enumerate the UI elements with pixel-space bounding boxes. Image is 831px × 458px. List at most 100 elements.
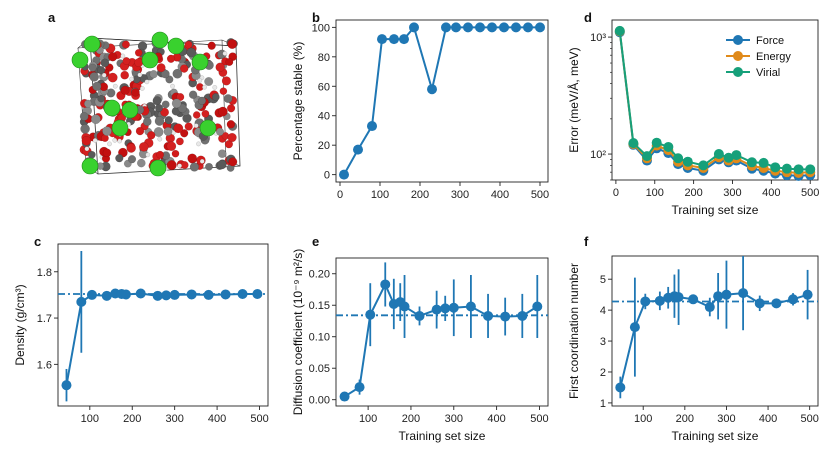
atom	[156, 63, 166, 73]
atom	[117, 138, 123, 144]
legend-entry: Force	[756, 35, 784, 47]
data-point-coordination	[771, 298, 782, 309]
x-axis-label: Training set size	[672, 203, 759, 217]
y-tick-label: 40	[318, 111, 330, 123]
x-tick-label: 0	[613, 187, 619, 199]
data-point-coordination	[688, 294, 699, 305]
x-tick-label: 300	[165, 413, 183, 425]
data-point-density	[161, 290, 172, 301]
atom	[145, 152, 151, 158]
data-point-virial	[663, 141, 674, 152]
data-point-virial	[673, 153, 684, 164]
atom	[166, 54, 176, 63]
atom	[175, 137, 184, 146]
data-point-density	[237, 288, 248, 299]
x-tick-label: 500	[250, 413, 268, 425]
data-point-diffusion	[440, 303, 451, 314]
legend-marker	[733, 35, 743, 45]
data-point-diffusion	[431, 304, 442, 315]
atom	[89, 72, 99, 82]
data-point-diffusion	[465, 301, 476, 312]
atom	[226, 120, 236, 129]
atom	[171, 149, 180, 158]
x-tick-label: 500	[530, 413, 548, 425]
atom	[115, 154, 124, 163]
atom	[217, 159, 227, 170]
atom	[156, 150, 165, 159]
atom	[127, 155, 137, 164]
y-tick-label: 0	[324, 170, 330, 182]
x-tick-label: 300	[451, 189, 469, 201]
atom	[227, 132, 237, 143]
atom	[166, 160, 177, 171]
x-tick-label: 100	[646, 187, 664, 199]
data-point-virial	[682, 156, 693, 167]
atom	[131, 88, 140, 97]
data-point-diffusion	[365, 309, 376, 320]
atom	[225, 58, 234, 67]
data-point-stable	[499, 22, 509, 33]
atom	[197, 78, 203, 83]
atom	[112, 137, 118, 143]
atom	[134, 58, 144, 67]
panel-label-b: b	[312, 10, 320, 25]
atom	[134, 49, 143, 57]
data-point-stable	[367, 121, 377, 132]
atom	[161, 100, 170, 109]
data-point-stable	[523, 22, 533, 33]
atom	[154, 116, 165, 126]
atom	[207, 41, 216, 50]
atom	[171, 98, 182, 109]
atom	[120, 85, 130, 95]
atom	[160, 107, 170, 117]
legend-entry: Energy	[756, 51, 791, 63]
atom	[217, 106, 228, 117]
panel-label-d: d	[584, 10, 592, 25]
atom	[135, 126, 145, 136]
chloride-ion	[167, 37, 185, 55]
panel-b-chart: 0 100 200 300 400 500 0 20 40 60 80 100 Percentage s…	[291, 19, 549, 201]
atom	[202, 84, 207, 90]
atom	[219, 87, 228, 95]
y-tick-label: 2	[600, 367, 606, 379]
x-tick-label: 500	[800, 413, 818, 425]
x-tick-label: 400	[759, 413, 777, 425]
y-tick-label: 1.6	[37, 359, 52, 371]
x-tick-label: 300	[445, 413, 463, 425]
atom	[223, 94, 233, 104]
x-tick-label: 400	[491, 189, 509, 201]
axes-frame-c	[57, 243, 269, 407]
atom	[221, 76, 232, 86]
atom	[136, 158, 146, 168]
y-tick-label: 0.15	[309, 300, 330, 312]
atom	[97, 94, 105, 103]
data-point-coordination	[704, 302, 715, 313]
atom	[100, 58, 110, 68]
data-point-density	[203, 289, 214, 300]
atom	[199, 158, 205, 164]
atom	[80, 124, 90, 134]
atom	[188, 90, 198, 99]
atom	[153, 127, 164, 137]
legend-entry: Virial	[756, 67, 780, 79]
data-point-density	[135, 288, 146, 299]
data-point-coordination	[754, 298, 765, 309]
data-point-density	[86, 289, 97, 300]
data-point-density	[76, 296, 87, 307]
atom	[152, 96, 162, 106]
data-point-diffusion	[483, 310, 494, 321]
x-tick-label: 100	[634, 413, 652, 425]
data-point-virial	[805, 164, 816, 175]
atom	[222, 51, 228, 56]
axes-frame-e	[335, 257, 549, 407]
chloride-ion	[199, 119, 217, 137]
x-tick-label: 200	[684, 187, 702, 199]
atom	[97, 66, 106, 75]
atom	[197, 96, 207, 105]
legend-marker	[733, 51, 743, 61]
atom	[137, 72, 143, 78]
data-point-stable	[441, 22, 451, 33]
atom	[121, 40, 130, 49]
atom	[92, 81, 102, 91]
atom	[227, 39, 238, 49]
